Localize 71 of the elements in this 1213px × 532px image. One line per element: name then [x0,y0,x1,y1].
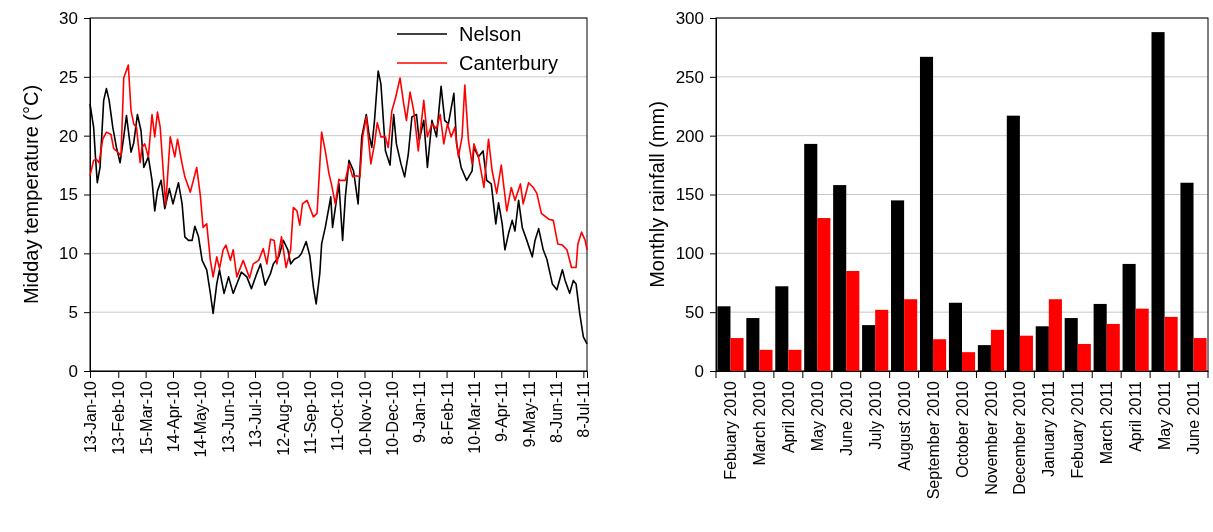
y-tick-label: 25 [59,67,78,87]
x-tick-label: 12-Aug-10 [274,380,292,456]
x-tick-label: 10-Dec-10 [383,380,401,456]
x-tick-label: September 2010 [924,380,942,500]
x-tick-label: 13-Jul-10 [247,380,265,448]
bar [1164,316,1178,371]
bar [990,329,1005,371]
y-tick-label: 150 [675,185,704,205]
x-tick-label: 9-Apr-11 [493,380,511,443]
bar [933,339,947,371]
x-tick-label: December 2010 [1011,380,1029,495]
bar [730,338,744,371]
x-tick-label: 13-Jan-10 [82,380,100,454]
x-tick-label: 10-Nov-10 [356,380,374,456]
y-tick-label: 50 [685,303,704,323]
bar [1019,335,1033,371]
x-tick-label: January 2011 [1040,380,1058,477]
x-tick-label: 10-Mar-11 [466,380,484,454]
y-tick-label: 250 [675,67,704,87]
x-tick-label: May 2010 [808,380,826,452]
x-tick-label: March 2011 [1098,380,1116,465]
x-tick-label: June 2010 [837,380,855,456]
y-tick-label: 15 [59,185,78,205]
x-tick-label: Febuary 2011 [1069,380,1087,479]
y-tick-label: 5 [68,303,78,323]
x-tick-label: July 2010 [866,380,884,450]
y-tick-label: 100 [675,244,704,264]
bar [759,349,773,371]
x-tick-label: August 2010 [895,380,913,471]
bar [1135,308,1149,371]
x-tick-label: 9-Jan-11 [411,380,429,443]
x-tick-label: 13-Jun-10 [219,380,237,454]
x-tick-label: 8-Jun-11 [548,380,566,443]
bar [1193,338,1207,371]
bar [904,299,918,371]
bar [1048,299,1062,371]
y-tick-label: 300 [675,8,704,28]
bar [817,218,831,371]
x-tick-label: May 2011 [1156,380,1174,451]
y-tick-label: 30 [59,8,78,28]
x-tick-label: October 2010 [953,380,971,478]
y-tick-label: 20 [59,126,78,146]
x-tick-label: 8-Feb-11 [438,380,456,445]
legend-label: Nelson [459,23,522,45]
x-tick-label: 9-May-11 [520,380,538,448]
bar [1077,343,1091,371]
x-tick-label: 15-Mar-10 [137,380,155,455]
x-tick-label: 11-Oct-10 [329,380,347,451]
bar [788,349,802,371]
y-tick-label: 0 [68,361,78,381]
x-tick-label: November 2010 [982,380,1000,495]
x-tick-label: March 2010 [751,380,769,466]
x-tick-label: 14-Apr-10 [165,380,183,453]
y-tick-label: 10 [59,244,78,264]
x-tick-label: 14-May-10 [192,380,210,458]
x-tick-label: June 2011 [1185,380,1203,455]
x-tick-label: 13-Feb-10 [110,380,128,455]
bar [962,352,976,371]
x-tick-label: 8-Jul-11 [575,380,593,438]
legend-label: Canterbury [459,52,558,74]
x-tick-label: April 2010 [779,380,797,454]
y-axis-title: Midday temperature (°C) [20,84,42,305]
y-tick-label: 200 [675,126,704,146]
y-tick-label: 0 [694,361,704,381]
x-tick-label: April 2011 [1127,380,1145,452]
bar [875,309,889,371]
x-tick-label: Febuary 2010 [722,380,740,480]
bar [846,270,860,371]
x-tick-label: 11-Sep-10 [301,380,319,455]
bar [1106,323,1120,371]
y-axis-title: Monthly rainfall (mm) [646,101,668,288]
